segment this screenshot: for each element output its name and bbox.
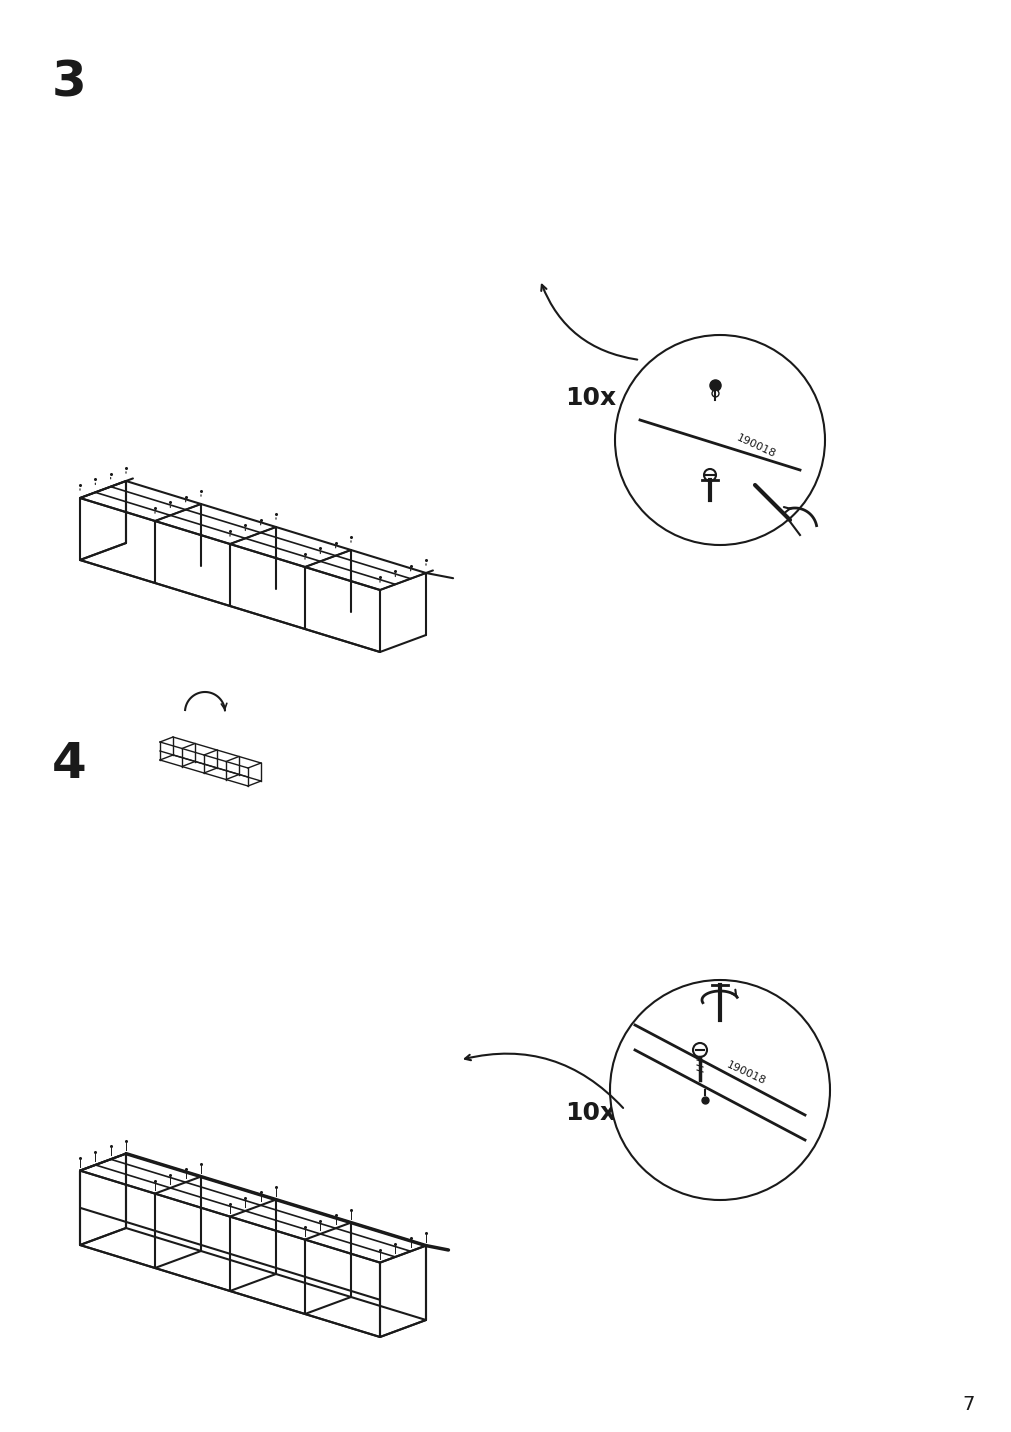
Text: 7: 7 (961, 1395, 974, 1413)
Text: 10x: 10x (564, 387, 616, 410)
Circle shape (610, 979, 829, 1200)
Text: 4: 4 (52, 740, 87, 788)
Text: 10x: 10x (564, 1101, 616, 1126)
Text: 190018: 190018 (724, 1060, 766, 1087)
Text: 190018: 190018 (734, 432, 776, 460)
Circle shape (615, 335, 824, 546)
Text: 3: 3 (52, 59, 87, 106)
